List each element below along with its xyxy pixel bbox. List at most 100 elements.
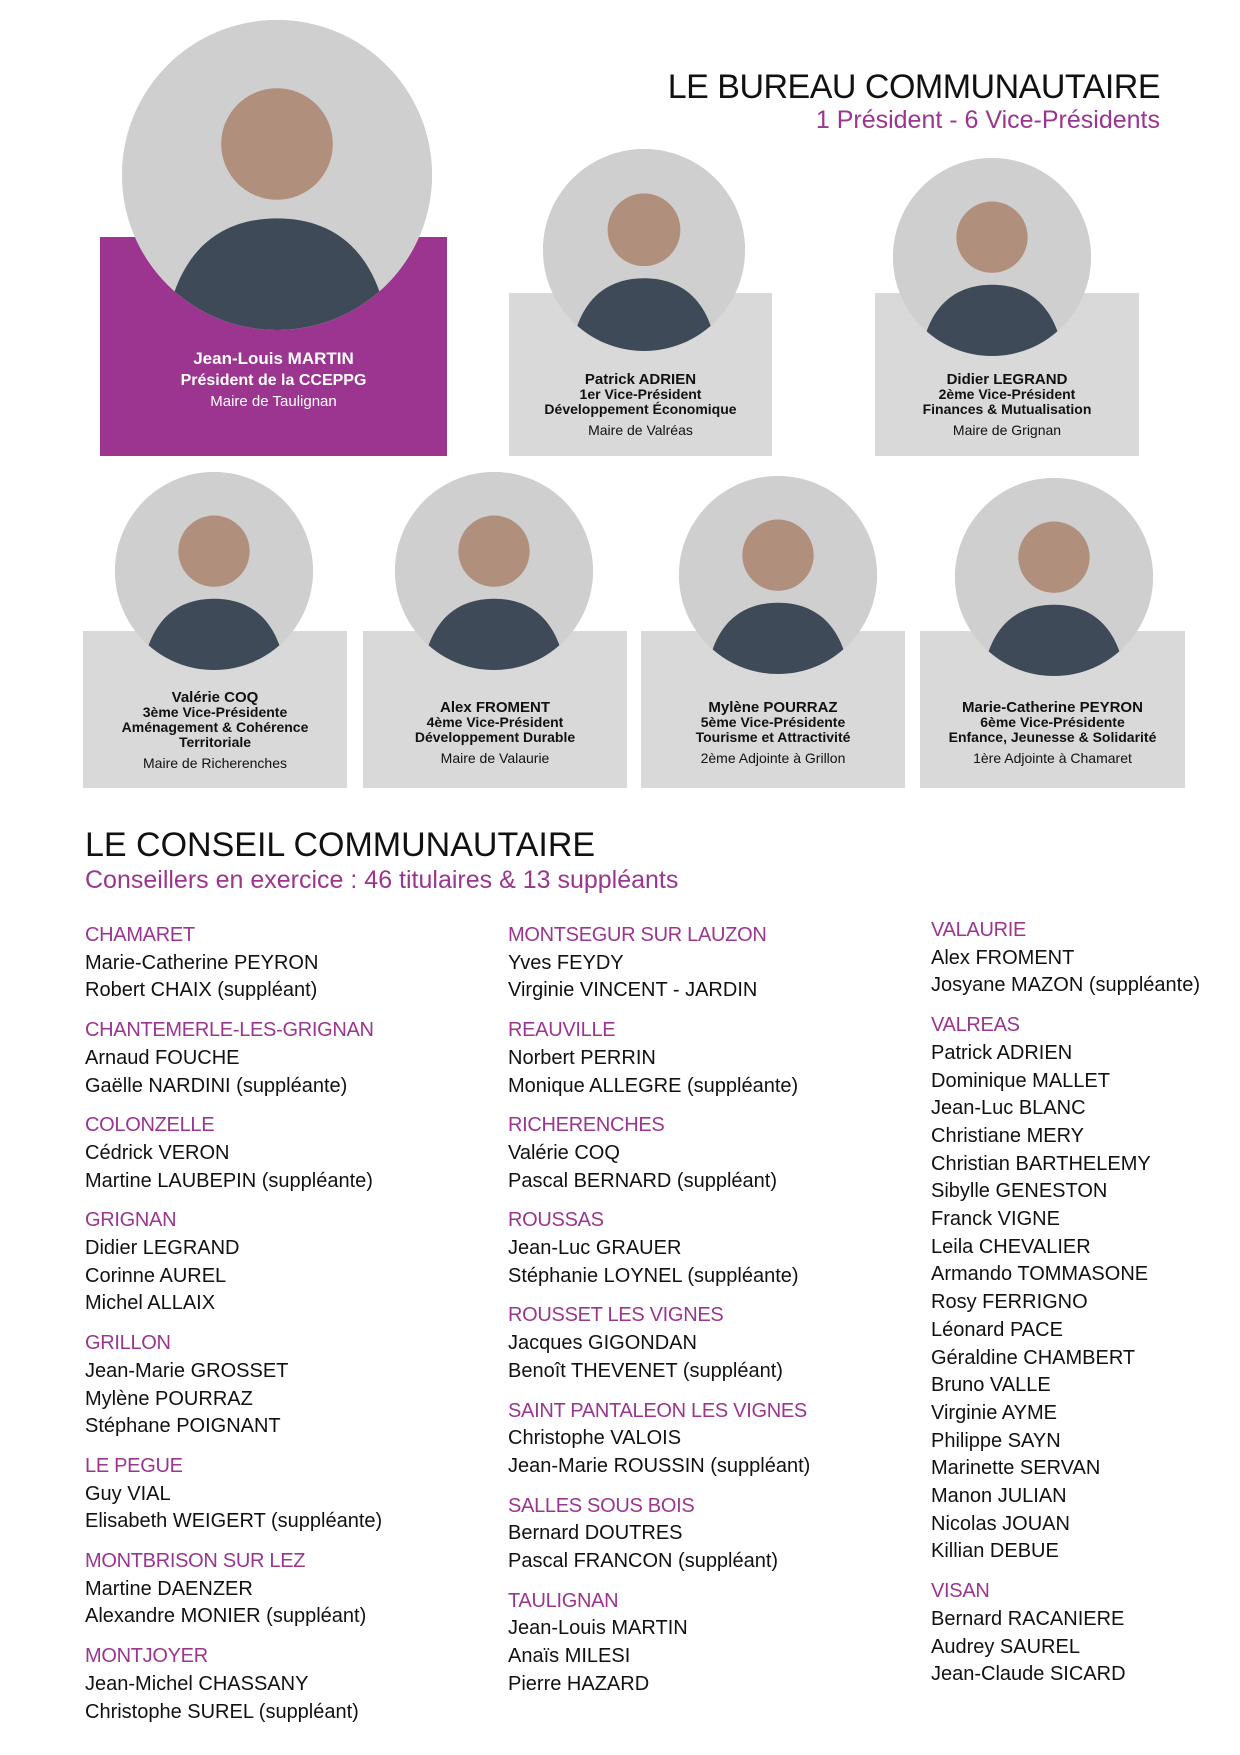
council-member: Nicolas JOUAN	[931, 1512, 1070, 1535]
council-member: Alexandre MONIER (suppléant)	[85, 1605, 367, 1628]
council-member: Virginie AYME	[931, 1401, 1057, 1424]
council-member: Stéphanie LOYNEL (suppléante)	[508, 1264, 799, 1287]
commune-group: RICHERENCHES Valérie COQ Pascal BERNARD (s…	[508, 1112, 908, 1195]
council-member: Bernard RACANIERE	[931, 1607, 1125, 1630]
member-domain: Aménagement & Cohérence Territoriale	[121, 719, 309, 750]
commune-group: MONTSEGUR SUR LAUZON Yves FEYDY Virginie V…	[508, 922, 908, 1005]
commune-name: VALAURIE	[931, 919, 1027, 941]
council-member: Arnaud FOUCHE	[85, 1046, 240, 1069]
council-member: Michel ALLAIX	[85, 1292, 216, 1315]
council-member: Pierre HAZARD	[508, 1672, 650, 1695]
member-mandate: Maire de Richerenches	[143, 755, 287, 771]
conseil-column: VALAURIE Alex FROMENT Josyane MAZON (suppl…	[931, 917, 1240, 1701]
member-photo	[955, 478, 1153, 676]
council-member: Jacques GIGONDAN	[508, 1332, 697, 1355]
council-member: Josyane MAZON (suppléante)	[931, 974, 1201, 997]
council-member: Bruno VALLE	[931, 1374, 1051, 1397]
council-member: Mylène POURRAZ	[85, 1387, 253, 1410]
member-role: 5ème Vice-Présidente	[700, 714, 846, 730]
member-domain: Tourisme et Attractivité	[695, 729, 851, 745]
commune-name: SALLES SOUS BOIS	[508, 1494, 695, 1517]
council-member: Jean-Louis MARTIN	[508, 1617, 688, 1640]
commune-group: COLONZELLE Cédrick VERON Martine LAUBEPIN …	[85, 1112, 485, 1195]
member-info: Valérie COQ 3ème Vice-Présidente Aménage…	[83, 690, 347, 771]
member-mandate: Maire de Taulignan	[210, 393, 337, 410]
council-member: Cédrick VERON	[85, 1141, 230, 1164]
council-member: Yves FEYDY	[508, 951, 624, 974]
council-member: Pascal BERNARD (suppléant)	[508, 1169, 777, 1192]
commune-name: ROUSSET LES VIGNES	[508, 1304, 724, 1327]
commune-group: CHANTEMERLE-LES-GRIGNAN Arnaud FOUCHE Gaël…	[85, 1017, 485, 1100]
member-photo	[115, 472, 313, 670]
council-member: Virginie VINCENT - JARDIN	[508, 979, 758, 1002]
council-member: Benoît THEVENET (suppléant)	[508, 1359, 783, 1382]
bureau-subtitle: 1 Président - 6 Vice-Présidents	[815, 106, 1160, 134]
council-member: Christophe VALOIS	[508, 1427, 682, 1450]
commune-group: VALREAS Patrick ADRIEN Dominique MALLET Jea…	[931, 1012, 1240, 1566]
member-mandate: Maire de Grignan	[952, 422, 1062, 438]
council-member: Guy VIAL	[85, 1482, 171, 1505]
member-name: Patrick ADRIEN	[584, 371, 697, 388]
member-mandate: Maire de Valréas	[588, 422, 693, 438]
commune-group: MONTBRISON SUR LEZ Martine DAENZER Alexand…	[85, 1548, 485, 1631]
council-member: Robert CHAIX (suppléant)	[85, 979, 318, 1002]
council-member: Bernard DOUTRES	[508, 1522, 683, 1545]
portrait-placeholder-icon	[115, 472, 313, 670]
council-member: Jean-Marie GROSSET	[85, 1359, 289, 1382]
portrait-placeholder-icon	[955, 478, 1153, 676]
member-photo	[395, 472, 593, 670]
conseil-subtitle: Conseillers en exercice : 46 titulaires …	[85, 866, 679, 894]
commune-group: VISAN Bernard RACANIERE Audrey SAUREL Jean-…	[931, 1578, 1240, 1689]
member-photo	[893, 158, 1091, 356]
commune-group: SALLES SOUS BOIS Bernard DOUTRES Pascal FR…	[508, 1493, 908, 1576]
member-name: Marie-Catherine PEYRON	[962, 699, 1143, 716]
commune-group: VALAURIE Alex FROMENT Josyane MAZON (suppl…	[931, 917, 1240, 1000]
commune-group: GRILLON Jean-Marie GROSSET Mylène POURRAZ S…	[85, 1330, 485, 1441]
member-role: 4ème Vice-Président	[426, 714, 564, 730]
member-info: Alex FROMENT 4ème Vice-Président Dévelop…	[363, 700, 627, 766]
bureau-header: LE BUREAU COMMUNAUTAIRE 1 Président - 6 …	[668, 68, 1161, 134]
council-member: Leila CHEVALIER	[931, 1235, 1091, 1258]
council-member: Killian DEBUE	[931, 1540, 1059, 1563]
council-member: Elisabeth WEIGERT (suppléante)	[85, 1510, 383, 1533]
council-member: Martine LAUBEPIN (suppléante)	[85, 1169, 373, 1192]
member-role: 6ème Vice-Présidente	[980, 714, 1125, 730]
member-name: Valérie COQ	[171, 689, 259, 706]
council-member: Patrick ADRIEN	[931, 1041, 1073, 1064]
commune-name: RICHERENCHES	[508, 1114, 665, 1137]
council-member: Audrey SAUREL	[931, 1635, 1080, 1658]
commune-name: CHAMARET	[85, 924, 195, 946]
council-member: Didier LEGRAND	[85, 1237, 240, 1260]
council-member: Dominique MALLET	[931, 1069, 1110, 1092]
commune-name: MONTBRISON SUR LEZ	[85, 1550, 306, 1573]
portrait-placeholder-icon	[122, 20, 432, 330]
conseil-column: MONTSEGUR SUR LAUZON Yves FEYDY Virginie V…	[508, 922, 908, 1711]
council-member: Christian BARTHELEMY	[931, 1152, 1151, 1175]
council-member: Jean-Marie ROUSSIN (suppléant)	[508, 1454, 811, 1477]
portrait-placeholder-icon	[395, 472, 593, 670]
council-member: Norbert PERRIN	[508, 1046, 656, 1069]
commune-name: TAULIGNAN	[508, 1589, 619, 1612]
council-member: Christophe SUREL (suppléant)	[85, 1700, 359, 1723]
member-domain: Enfance, Jeunesse & Solidarité	[948, 729, 1157, 745]
member-photo	[679, 476, 877, 674]
council-member: Monique ALLEGRE (suppléante)	[508, 1074, 799, 1097]
member-domain: Développement Durable	[414, 729, 576, 745]
council-member: Géraldine CHAMBERT	[931, 1346, 1136, 1369]
commune-name: COLONZELLE	[85, 1114, 215, 1137]
commune-group: GRIGNAN Didier LEGRAND Corinne AUREL Michel…	[85, 1207, 485, 1318]
portrait-placeholder-icon	[679, 476, 877, 674]
council-member: Rosy FERRIGNO	[931, 1291, 1088, 1314]
commune-name: ROUSSAS	[508, 1209, 604, 1232]
conseil-title: LE CONSEIL COMMUNAUTAIRE	[85, 826, 596, 864]
portrait-placeholder-icon	[543, 149, 745, 351]
portrait-placeholder-icon	[893, 158, 1091, 356]
commune-group: ROUSSET LES VIGNES Jacques GIGONDAN Benoît…	[508, 1302, 908, 1385]
member-info: Jean-Louis MARTIN Président de la CCEPPG…	[100, 348, 447, 409]
council-member: Marie-Catherine PEYRON	[85, 951, 319, 974]
commune-name: GRIGNAN	[85, 1209, 177, 1232]
member-role: 2ème Vice-Président	[938, 386, 1076, 402]
commune-name: MONTJOYER	[85, 1645, 208, 1668]
commune-name: VALREAS	[931, 1014, 1020, 1037]
commune-name: MONTSEGUR SUR LAUZON	[508, 924, 767, 946]
